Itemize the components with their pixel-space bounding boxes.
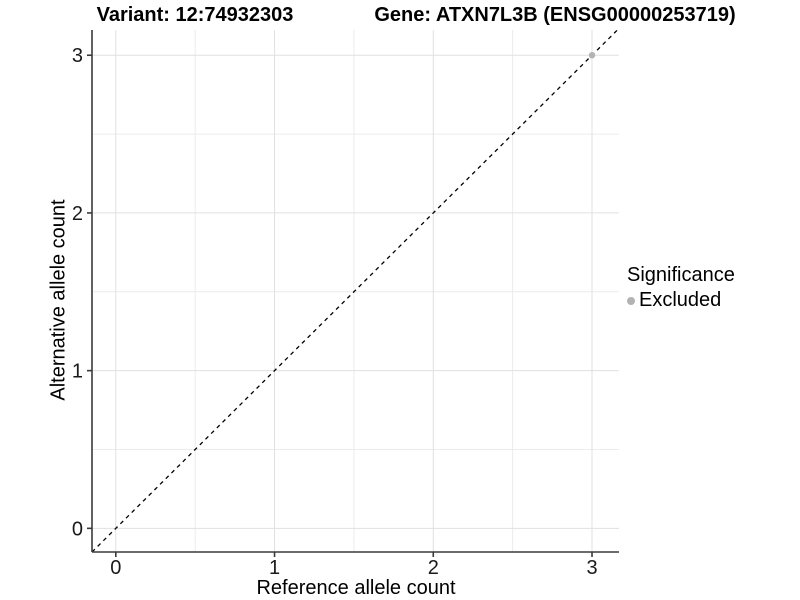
excluded-marker-icon [627,296,635,305]
x-tick-label: 2 [428,557,439,579]
data-point [588,52,596,59]
y-tick-label: 1 [72,361,83,383]
y-tick-label: 2 [72,203,83,225]
y-axis-title: Alternative allele count [47,199,70,401]
gene-title: Gene: ATXN7L3B (ENSG00000253719) [374,4,736,26]
identity-line [91,29,618,553]
legend-item-label: Excluded [639,289,722,311]
y-tick-label: 3 [72,45,83,67]
variant-title: Variant: 12:74932303 [96,4,294,26]
legend-item-excluded: Excluded [627,289,735,312]
x-axis-title: Reference allele count [256,577,456,599]
legend: Significance Excluded [627,264,735,312]
x-tick-label: 1 [269,557,280,579]
y-tick-label: 0 [72,518,83,540]
x-tick-label: 0 [110,557,121,579]
legend-title: Significance [627,264,735,286]
x-tick-label: 3 [586,557,597,579]
